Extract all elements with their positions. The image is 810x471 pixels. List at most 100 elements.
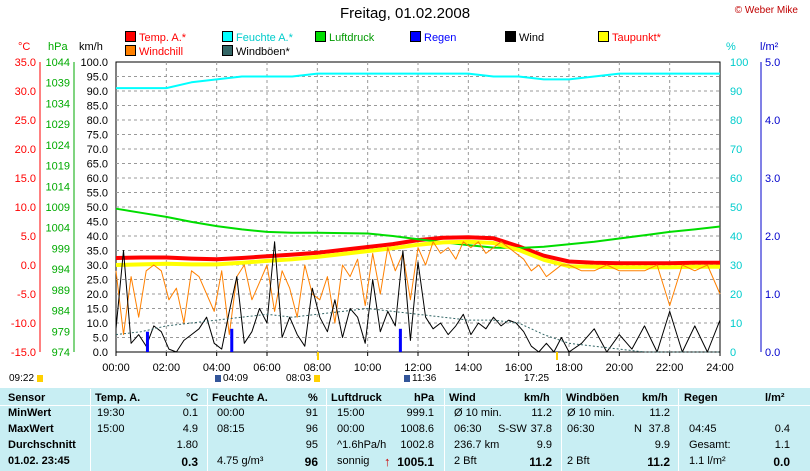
stats-table xyxy=(0,388,810,471)
rain-tick-label: 2.0 xyxy=(765,231,780,243)
table-cell-temp-t: 15:00 xyxy=(97,423,125,435)
divider xyxy=(444,389,445,471)
temp-tick-label: 35.0 xyxy=(15,57,36,69)
wind-tick-label: 40.0 xyxy=(87,231,108,243)
table-cell-rain-v: 1.1 xyxy=(774,439,790,451)
weather-chart: 100.095.090.085.080.075.070.065.060.055.… xyxy=(11,57,780,374)
wind-tick-label: 85.0 xyxy=(87,101,108,113)
legend-swatch-windchill xyxy=(125,45,136,56)
legend-swatch-temp xyxy=(125,31,136,42)
table-cell-press-v: 999.1 xyxy=(406,407,434,419)
x-tick-label: 04:00 xyxy=(203,362,231,374)
header-rain: Regen xyxy=(684,392,718,404)
sun-icon xyxy=(37,375,44,382)
wind-tick-label: 10.0 xyxy=(87,318,108,330)
table-cell-hum-t: 00:00 xyxy=(217,407,245,419)
wind-tick-label: 100.0 xyxy=(80,57,108,69)
wind-tick-label: 30.0 xyxy=(87,260,108,272)
legend-item-pressure: Luftdruck xyxy=(315,31,374,44)
x-tick-label: 12:00 xyxy=(404,362,432,374)
rain-bar xyxy=(145,331,149,352)
table-cell-gust-t: 2 Bft xyxy=(567,455,590,467)
table-cell-gust-t: 06:30 xyxy=(567,423,595,435)
temp-tick-label: 25.0 xyxy=(15,115,36,127)
x-tick-label: 00:00 xyxy=(102,362,130,374)
moon-icon xyxy=(404,375,410,382)
humidity-tick-label: 60 xyxy=(730,173,742,185)
pressure-tick-label: 1029 xyxy=(46,119,70,131)
pressure-tick-label: 1014 xyxy=(46,181,70,193)
legend-item-windchill: Windchill xyxy=(125,45,183,58)
table-cell-rain-t: 04:45 xyxy=(689,423,717,435)
divider xyxy=(90,389,91,471)
wind-tick-label: 15.0 xyxy=(87,304,108,316)
legend-swatch-dewpoint xyxy=(598,31,609,42)
table-cell-label: MaxWert xyxy=(8,423,54,435)
wind-tick-label: 0.0 xyxy=(93,347,108,359)
table-cell-rain-t: 1.1 l/m² xyxy=(689,455,726,467)
pressure-tick-label: 989 xyxy=(52,285,70,297)
rain-tick-label: 3.0 xyxy=(765,173,780,185)
table-cell-wind-v: 37.8 xyxy=(530,423,552,435)
wind-tick-label: 65.0 xyxy=(87,159,108,171)
pressure-axis-unit: hPa xyxy=(48,41,68,53)
pressure-tick-label: 1009 xyxy=(46,202,70,214)
table-cell-wind-t: 06:30 xyxy=(454,423,482,435)
legend-item-gusts: Windböen* xyxy=(222,45,290,58)
table-cell-wind-m: S-SW xyxy=(498,423,527,435)
humidity-tick-label: 20 xyxy=(730,289,742,301)
legend-item-temp: Temp. A.* xyxy=(125,31,186,44)
temp-tick-label: 20.0 xyxy=(15,144,36,156)
table-cell-hum-t: 4.75 g/m³ xyxy=(217,455,264,467)
temp-tick-label: 15.0 xyxy=(15,173,36,185)
table-cell-press-t: sonnig xyxy=(337,455,370,467)
table-cell-gust-v: 9.9 xyxy=(654,439,670,451)
pressure-tick-label: 974 xyxy=(52,347,70,359)
humidity-tick-label: 10 xyxy=(730,318,742,330)
event-marker: 11:36 xyxy=(404,373,436,384)
rain-bar xyxy=(398,328,402,352)
humidity-tick-label: 100 xyxy=(730,57,748,69)
humidity-tick-label: 50 xyxy=(730,202,742,214)
header-pressure: Luftdruck xyxy=(331,392,382,404)
header-temp: Temp. A. xyxy=(95,392,141,404)
header-wind: Wind xyxy=(449,392,476,404)
temp-tick-label: 5.0 xyxy=(21,231,36,243)
header-sensor: Sensor xyxy=(8,392,46,404)
series-line-taupunkt- xyxy=(115,239,720,270)
table-cell-gust-m: N xyxy=(634,423,642,435)
table-cell-press-t: 15:00 xyxy=(337,407,365,419)
divider xyxy=(678,389,679,471)
legend-item-rain: Regen xyxy=(410,31,456,44)
x-tick-label: 10:00 xyxy=(354,362,382,374)
x-tick-label: 14:00 xyxy=(455,362,483,374)
wind-tick-label: 60.0 xyxy=(87,173,108,185)
wind-tick-label: 25.0 xyxy=(87,275,108,287)
table-cell-press-t: ^1.6hPa/h xyxy=(337,439,387,451)
pressure-tick-label: 1044 xyxy=(46,57,70,69)
table-cell-wind-t: 236.7 km xyxy=(454,439,500,451)
x-tick-label: 22:00 xyxy=(656,362,684,374)
temp-tick-label: -5.0 xyxy=(17,289,36,301)
table-cell-wind-v: 11.2 xyxy=(531,407,552,419)
wind-tick-label: 80.0 xyxy=(87,115,108,127)
x-tick-label: 08:00 xyxy=(304,362,332,374)
legend-swatch-wind xyxy=(505,31,516,42)
x-tick-label: 20:00 xyxy=(606,362,634,374)
rain-axis-unit: l/m² xyxy=(760,41,779,53)
x-tick-label: 16:00 xyxy=(505,362,533,374)
table-cell-hum-v: 91 xyxy=(305,407,318,419)
pressure-trend-arrow-icon: ↑ xyxy=(384,454,391,469)
table-cell-wind-v: 11.2 xyxy=(529,455,552,469)
table-cell-hum-v: 96 xyxy=(305,423,318,435)
table-cell-temp-v: 0.3 xyxy=(181,455,198,469)
x-tick-label: 06:00 xyxy=(253,362,281,374)
wind-tick-label: 70.0 xyxy=(87,144,108,156)
header-gusts-unit: km/h xyxy=(642,392,668,404)
table-cell-rain-v: 0.0 xyxy=(773,455,790,469)
humidity-tick-label: 90 xyxy=(730,86,742,98)
divider xyxy=(561,389,562,471)
table-cell-press-t: 00:00 xyxy=(337,423,365,435)
pressure-tick-label: 1004 xyxy=(46,223,70,235)
wind-tick-label: 50.0 xyxy=(87,202,108,214)
